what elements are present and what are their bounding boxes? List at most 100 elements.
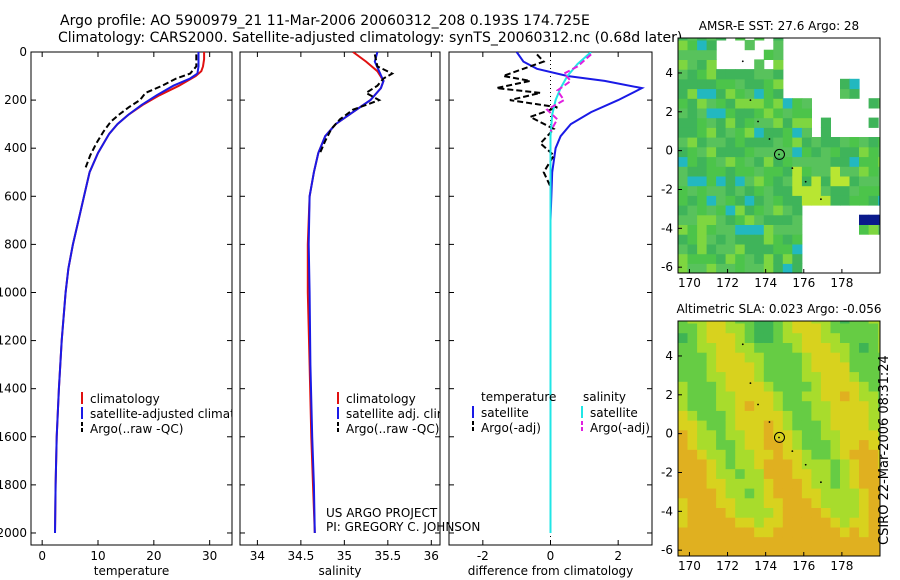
sst_map-cell bbox=[820, 195, 831, 206]
sst_map-cell bbox=[859, 137, 870, 148]
sst_map-cell bbox=[773, 38, 784, 41]
sst_map-cell bbox=[878, 195, 880, 206]
sla_map-cell bbox=[811, 439, 822, 450]
sla_map-cell bbox=[849, 458, 860, 470]
sst_map-cell bbox=[706, 195, 717, 206]
sla_map-cell bbox=[716, 390, 727, 402]
sst_map-cell bbox=[773, 59, 784, 70]
sla_map-cell bbox=[820, 488, 831, 499]
difference-legend-label: satellite bbox=[481, 406, 529, 420]
difference-xtick-label: -2 bbox=[477, 549, 489, 563]
sst_map-cell bbox=[840, 146, 851, 158]
sla_map-cell bbox=[716, 507, 727, 518]
sla_map-cell bbox=[763, 449, 774, 460]
sla_map-cell bbox=[878, 371, 880, 382]
sst_map-cell bbox=[725, 69, 736, 80]
sla_map-cell bbox=[754, 517, 765, 528]
sla_map-cell bbox=[782, 449, 793, 460]
sst_map-cell bbox=[773, 127, 784, 138]
sst_map-cell bbox=[706, 185, 717, 196]
sla_map-cell bbox=[763, 352, 774, 363]
sla_map-cell bbox=[773, 536, 784, 547]
sst_map-cell bbox=[716, 137, 727, 148]
sla_map-cell bbox=[782, 497, 793, 508]
sla_map-cell bbox=[830, 420, 841, 431]
sla_map-cell bbox=[878, 439, 880, 450]
sla_map-xtick-label: 178 bbox=[830, 559, 853, 573]
sla_map-cell bbox=[878, 449, 880, 460]
sla_map-cell bbox=[773, 546, 784, 556]
sst_map-cell bbox=[706, 243, 717, 255]
sla_map-cell bbox=[792, 332, 803, 343]
sla_map-cell bbox=[754, 390, 765, 402]
sst_map-cell bbox=[763, 175, 774, 187]
sst_map-cell bbox=[840, 175, 851, 187]
sst_map-cell bbox=[678, 156, 689, 167]
sla_map-cell bbox=[754, 371, 765, 382]
sst_map-cell bbox=[725, 253, 736, 264]
sst_map-cell bbox=[716, 185, 727, 196]
sla_map-cell bbox=[811, 449, 822, 460]
sla_map-cell bbox=[706, 478, 717, 489]
sla_map-cell bbox=[792, 517, 803, 528]
sla_map-cell bbox=[830, 381, 841, 392]
sst_map-cell bbox=[868, 195, 879, 206]
sla_map-cell bbox=[840, 332, 851, 343]
sla_map-cell bbox=[687, 546, 698, 556]
difference-legend-heading: salinity bbox=[583, 390, 626, 404]
sla_map-cell bbox=[782, 381, 793, 392]
sst_map-cell bbox=[678, 253, 689, 264]
salinity-series-1 bbox=[307, 52, 385, 534]
sla_map-cell bbox=[725, 381, 736, 392]
sla_map-cell bbox=[678, 488, 689, 499]
sst_map-cell bbox=[725, 127, 736, 138]
sla_map-cell bbox=[811, 517, 822, 528]
sla_map-ytick-label: -6 bbox=[661, 543, 673, 557]
sst_map-cell bbox=[849, 195, 860, 206]
sla_map-cell bbox=[782, 478, 793, 489]
sla_map-cell bbox=[735, 439, 746, 450]
sla_map-cell bbox=[801, 332, 812, 343]
sst_map-cell bbox=[763, 166, 774, 177]
sla_map-cell bbox=[792, 322, 803, 334]
sla_map-cell bbox=[878, 468, 880, 479]
sst_map-cell bbox=[697, 39, 708, 51]
sla_map-cell bbox=[735, 449, 746, 460]
sst_map-cell bbox=[859, 166, 870, 177]
salinity-series-0 bbox=[306, 52, 385, 534]
sst_map-cell bbox=[697, 234, 708, 245]
sst_map-cell bbox=[773, 195, 784, 206]
sla_map-cell bbox=[763, 420, 774, 431]
sla_map-cell bbox=[849, 332, 860, 343]
sla_map-cell bbox=[735, 488, 746, 499]
sla_map-cell bbox=[801, 371, 812, 382]
sst_map-cell bbox=[840, 78, 851, 90]
sla_map-cell bbox=[763, 322, 774, 334]
sst_map-cell bbox=[735, 146, 746, 158]
sst_map-cell bbox=[678, 137, 689, 148]
sla_map-cell bbox=[801, 517, 812, 528]
sst_map-cell bbox=[687, 107, 698, 119]
sla_map-cell bbox=[754, 478, 765, 489]
sst_map-cell bbox=[678, 263, 689, 273]
sla_map-cell bbox=[754, 352, 765, 363]
sst_map-cell bbox=[792, 137, 803, 148]
sst_map-cell bbox=[744, 214, 755, 225]
sla_map-cell bbox=[811, 478, 822, 489]
sla_map-cell bbox=[735, 468, 746, 479]
sla_map-cell bbox=[830, 400, 841, 411]
sla_map-cell bbox=[840, 400, 851, 411]
sla_map-cell bbox=[792, 400, 803, 411]
sst_map-cell bbox=[820, 185, 831, 196]
sla_map-cell bbox=[840, 420, 851, 431]
sla_map-cell bbox=[801, 400, 812, 411]
sst_map-cell bbox=[716, 88, 727, 99]
sst_map-cell bbox=[744, 263, 755, 273]
temperature-xtick-label: 0 bbox=[38, 549, 46, 563]
sla_map-cell bbox=[697, 517, 708, 528]
sla_map-cell bbox=[763, 381, 774, 392]
sst_map-cell bbox=[687, 88, 698, 99]
sla_map-cell bbox=[687, 352, 698, 363]
sst_map-cell bbox=[840, 195, 851, 206]
